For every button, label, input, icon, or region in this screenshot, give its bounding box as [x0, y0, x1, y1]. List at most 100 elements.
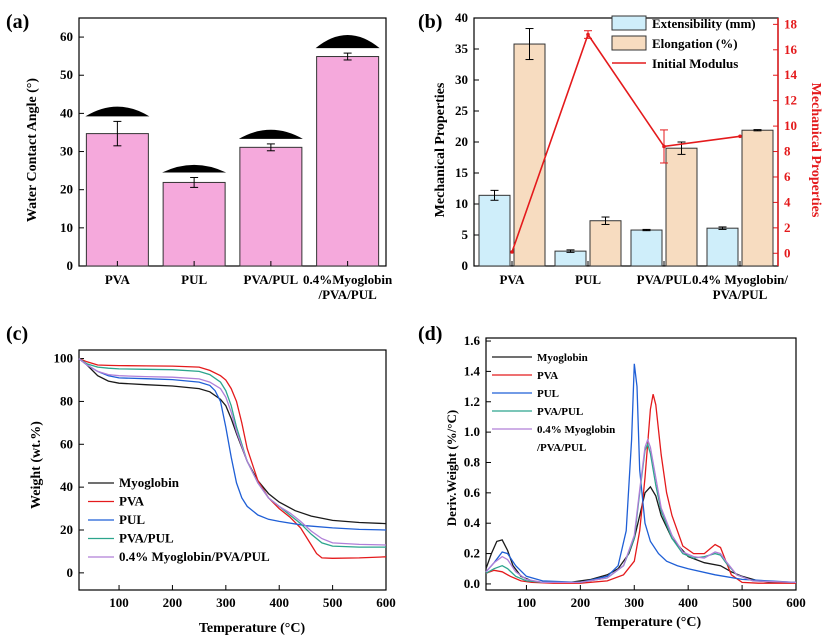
panel-d-xtick-label: 500 — [732, 595, 752, 610]
panel-b-y2tick-label: 2 — [784, 220, 791, 235]
panel-b-bar-extensibility — [630, 229, 663, 267]
panel-d-xtick-label: 100 — [517, 595, 537, 610]
panel-d-legend-label: /PVA/PUL — [536, 442, 586, 454]
panel-c-label: (c) — [6, 323, 28, 345]
panel-d-series-line — [485, 363, 797, 584]
panel-b-y2tick-label: 16 — [784, 42, 798, 57]
panel-b-xtick-label: 0.4% Myoglobin/ — [692, 272, 788, 287]
panel-c-legend-label: Myoglobin — [119, 475, 180, 490]
panel-a-bar — [85, 133, 149, 267]
droplet-icon — [85, 106, 150, 117]
panel-b-ytick-label: 40 — [455, 10, 468, 25]
panel-c-tga: (c) Weight (wt.%) Temperature (°C) 100 20… — [6, 323, 396, 636]
panel-b-y2tick-label: 8 — [784, 144, 791, 159]
panel-b-bar-extensibility — [478, 194, 511, 267]
panel-a-ytick-label: 10 — [60, 220, 73, 235]
panel-d-frame — [485, 337, 797, 591]
panel-d-series-line — [485, 437, 797, 584]
panel-b-ytick-label: 15 — [455, 165, 469, 180]
panel-c-xtick-label: 500 — [323, 595, 343, 610]
panel-d-ytick-label: 1.6 — [464, 333, 481, 348]
panel-b-legend-swatch — [611, 15, 647, 31]
panel-b-bar-extensibility — [554, 250, 587, 267]
panel-a-ytick-label: 40 — [60, 105, 73, 120]
panel-b-modulus-line — [511, 32, 741, 253]
panel-d-ytick-label: 0.4 — [464, 515, 481, 530]
panel-c-series-line — [78, 358, 387, 531]
panel-b-y2tick-label: 14 — [784, 67, 798, 82]
panel-b-ytick-label: 10 — [455, 196, 468, 211]
panel-b-y2tick-label: 12 — [784, 93, 797, 108]
panel-c-ytick-label: 60 — [60, 436, 73, 451]
panel-b-legend-label: Extensibility (mm) — [652, 16, 756, 31]
panel-a-ylabel: Water Contact Angle (°) — [25, 78, 40, 222]
panel-a-label: (a) — [6, 11, 29, 33]
panel-b-xtick-label: PVA/PUL — [637, 272, 692, 287]
panel-a-ytick-label: 50 — [60, 67, 73, 82]
panel-b-legend-label: Elongation (%) — [652, 36, 738, 51]
panel-a-ytick-label: 30 — [60, 144, 73, 159]
panel-b-y2tick-label: 6 — [784, 169, 791, 184]
panel-b-ytick-label: 25 — [455, 103, 469, 118]
panel-d-ytick-label: 0.2 — [464, 546, 480, 561]
panel-d-ytick-label: 1.0 — [464, 424, 480, 439]
panel-c-series-line — [78, 358, 386, 548]
panel-d-label: (d) — [418, 323, 442, 345]
panel-d-ytick-label: 0.0 — [464, 576, 480, 591]
panel-d-dtg: (d) Deriv.Weight (%/°C) Temperature (°C)… — [418, 323, 806, 630]
panel-d-ytick-label: 0.6 — [464, 485, 481, 500]
panel-d-legend-label: PVA — [537, 370, 558, 382]
panel-a-xtick-label: PUL — [181, 272, 207, 287]
panel-a-xtick-label: 0.4%Myoglobin — [303, 272, 393, 287]
panel-c-xtick-label: 600 — [376, 595, 396, 610]
panel-b-modulus-point — [586, 32, 590, 37]
panel-c-series-line — [78, 358, 387, 525]
panel-c-legend-label: PVA — [119, 494, 145, 509]
panel-d-series-line — [485, 442, 797, 584]
panel-c-xtick-label: 200 — [163, 595, 183, 610]
panel-b-ylabel: Mechanical Properties — [433, 82, 448, 217]
panel-d-legend-label: 0.4% Myoglobin — [537, 424, 615, 436]
panel-c-legend-label: PVA/PUL — [119, 531, 174, 546]
panel-b-label: (b) — [418, 11, 442, 33]
panel-d-ytick-label: 1.2 — [464, 394, 480, 409]
panel-b-bar-extensibility — [706, 227, 739, 267]
panel-b-modulus-point — [738, 134, 742, 139]
panel-c-ytick-label: 80 — [60, 393, 73, 408]
panel-b-modulus-point — [510, 250, 514, 254]
panel-d-legend-label: Myoglobin — [537, 352, 588, 364]
panel-d-series-line — [485, 394, 796, 584]
panel-d-xtick-label: 200 — [571, 595, 591, 610]
panel-b-bar-elongation — [589, 220, 622, 267]
panel-d-xlabel: Temperature (°C) — [595, 615, 702, 630]
panel-d-legend-label: PUL — [537, 388, 559, 400]
panel-a-xtick-label: PVA — [105, 272, 131, 287]
panel-a-bar — [162, 181, 226, 267]
panel-c-series-line — [78, 357, 387, 559]
panel-b-legend-label: Initial Modulus — [652, 56, 738, 71]
panel-a-ytick-label: 60 — [60, 29, 73, 44]
panel-b-y2tick-label: 0 — [784, 245, 791, 260]
panel-b-legend-swatch — [611, 35, 647, 51]
panel-d-xtick-label: 400 — [678, 595, 698, 610]
panel-c-ytick-label: 40 — [60, 479, 73, 494]
panel-d-ytick-label: 1.4 — [464, 363, 481, 378]
panel-c-ytick-label: 20 — [60, 522, 73, 537]
panel-b-ytick-label: 30 — [455, 72, 468, 87]
panel-a-frame — [78, 17, 387, 267]
panel-d-ylabel: Deriv.Weight (%/°C) — [444, 410, 459, 526]
panel-b-ytick-label: 35 — [455, 41, 469, 56]
panel-b-modulus-point — [662, 144, 666, 149]
panel-a-ytick-label: 20 — [60, 182, 73, 197]
panel-b-ytick-label: 20 — [455, 134, 468, 149]
panel-c-ytick-label: 0 — [67, 565, 74, 580]
droplet-icon — [315, 34, 380, 49]
panel-c-xtick-label: 300 — [216, 595, 236, 610]
panel-a-bar — [239, 146, 303, 267]
panel-b-xtick-label: PVA/PUL — [713, 287, 768, 302]
panel-a-bar — [316, 56, 380, 267]
droplet-icon — [162, 164, 227, 173]
panel-b-xtick-label: PUL — [575, 272, 601, 287]
panel-c-legend-label: PUL — [119, 512, 145, 527]
panel-a-water-contact-angle: (a) Water Contact Angle (°) 0 10 20 30 40 50 6… — [6, 11, 393, 302]
